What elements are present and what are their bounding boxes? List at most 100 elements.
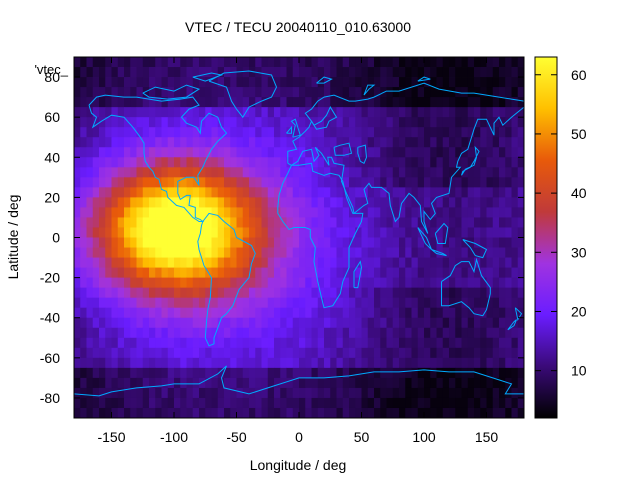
heatmap-cell: [411, 217, 419, 228]
heatmap-cell: [155, 387, 162, 399]
heatmap-cell: [436, 307, 444, 319]
heatmap-cell: [242, 137, 250, 148]
heatmap-cell: [180, 277, 187, 289]
heatmap-cell: [355, 57, 362, 68]
heatmap-cell: [155, 287, 162, 299]
heatmap-cell: [180, 177, 187, 188]
heatmap-cell: [411, 357, 419, 369]
heatmap-cell: [480, 407, 487, 419]
heatmap-cell: [480, 117, 487, 128]
heatmap-cell: [267, 347, 275, 359]
heatmap-cell: [117, 377, 125, 389]
heatmap-cell: [336, 337, 344, 349]
heatmap-cell: [461, 367, 469, 379]
heatmap-cell: [74, 167, 81, 178]
coastline-segment: [311, 106, 338, 130]
heatmap-cell: [74, 137, 81, 148]
heatmap-cell: [367, 167, 375, 178]
heatmap-cell: [280, 397, 287, 409]
heatmap-cell: [99, 157, 106, 168]
heatmap-cell: [505, 57, 512, 68]
heatmap-cell: [405, 397, 412, 409]
heatmap-cell: [449, 177, 456, 188]
heatmap-cell: [199, 227, 206, 238]
heatmap-cell: [355, 297, 362, 309]
heatmap-cell: [161, 387, 169, 399]
heatmap-cell: [336, 347, 344, 359]
heatmap-cell: [436, 397, 444, 409]
heatmap-cell: [230, 277, 237, 289]
heatmap-cell: [305, 317, 312, 329]
heatmap-cell: [511, 157, 519, 168]
heatmap-cell: [361, 237, 369, 248]
x-tick-label: -100: [160, 429, 188, 445]
heatmap-cell: [105, 267, 112, 279]
heatmap-cell: [299, 137, 306, 148]
heatmap-cell: [367, 227, 375, 238]
heatmap-cell: [174, 307, 181, 319]
heatmap-cell: [274, 167, 281, 178]
heatmap-cell: [286, 397, 294, 409]
heatmap-cell: [130, 317, 137, 329]
heatmap-cell: [267, 137, 275, 148]
heatmap-cell: [349, 177, 356, 188]
heatmap-cell: [124, 407, 131, 419]
heatmap-cell: [236, 257, 244, 268]
heatmap-cell: [486, 257, 494, 268]
heatmap-cell: [380, 277, 387, 289]
heatmap-cell: [517, 377, 525, 389]
heatmap-cell: [361, 247, 369, 258]
heatmap-cell: [467, 357, 475, 369]
heatmap-cell: [517, 197, 525, 208]
heatmap-cell: [161, 277, 169, 289]
heatmap-cell: [92, 97, 100, 108]
heatmap-cell: [117, 107, 125, 118]
heatmap-cell: [149, 117, 156, 128]
heatmap-cell: [74, 87, 81, 98]
heatmap-cell: [461, 67, 469, 78]
heatmap-cell: [467, 217, 475, 228]
heatmap-cell: [299, 407, 306, 419]
heatmap-cell: [249, 167, 256, 178]
heatmap-cell: [305, 197, 312, 208]
heatmap-cell: [449, 127, 456, 138]
heatmap-cell: [105, 327, 112, 339]
heatmap-cell: [149, 87, 156, 98]
heatmap-cell: [267, 267, 275, 279]
heatmap-cell: [392, 67, 400, 78]
heatmap-cell: [280, 267, 287, 279]
heatmap-cell: [392, 187, 400, 198]
heatmap-cell: [455, 127, 462, 138]
heatmap-cell: [436, 187, 444, 198]
heatmap-cell: [392, 77, 400, 88]
heatmap-cell: [311, 367, 319, 379]
heatmap-cell: [161, 357, 169, 369]
heatmap-cell: [230, 157, 237, 168]
heatmap-cell: [174, 67, 181, 78]
heatmap-cell: [180, 347, 187, 359]
heatmap-cell: [249, 187, 256, 198]
heatmap-cell: [305, 347, 312, 359]
heatmap-cell: [74, 127, 81, 138]
heatmap-cell: [217, 237, 225, 248]
heatmap-cell: [499, 57, 506, 68]
heatmap-cell: [230, 347, 237, 359]
heatmap-cell: [142, 307, 150, 319]
heatmap-cell: [80, 227, 87, 238]
heatmap-cell: [405, 317, 412, 329]
heatmap-cell: [92, 287, 100, 299]
heatmap-cell: [86, 107, 94, 118]
heatmap-cell: [230, 407, 237, 419]
coastline-segment: [192, 72, 224, 82]
heatmap-cell: [461, 317, 469, 329]
heatmap-cell: [230, 257, 237, 268]
heatmap-cell: [161, 247, 169, 258]
heatmap-cell: [317, 387, 325, 399]
heatmap-cell: [292, 297, 300, 309]
heatmap-cell: [361, 377, 369, 389]
heatmap-cell: [342, 367, 350, 379]
heatmap-cell: [99, 307, 106, 319]
